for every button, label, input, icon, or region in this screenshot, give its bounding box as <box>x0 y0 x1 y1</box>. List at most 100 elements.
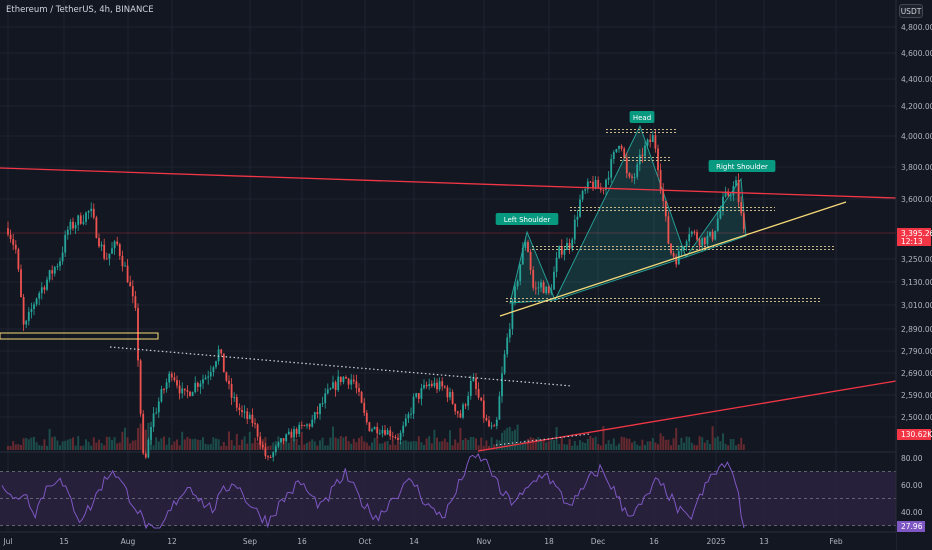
volume-bar <box>358 437 360 450</box>
volume-bar <box>542 438 545 450</box>
candle-body <box>464 404 467 406</box>
volume-bar <box>199 440 202 450</box>
price-tick-label: 3,010.00 <box>901 301 932 310</box>
candle-body <box>532 269 535 288</box>
dotted-trendline <box>109 346 573 387</box>
candle-body <box>337 376 340 391</box>
candle-body <box>646 139 649 146</box>
time-tick-label: 16 <box>649 537 659 546</box>
volume-bar <box>129 443 132 450</box>
volume-bar <box>293 438 295 450</box>
volume-bar <box>209 443 212 450</box>
candle-body <box>373 426 376 430</box>
volume-bar <box>506 427 509 450</box>
candle-body <box>355 381 358 389</box>
price-tick-label: 4,400.00 <box>901 75 932 84</box>
volume-bar <box>147 422 150 450</box>
candle-body <box>462 404 464 418</box>
volume-bar <box>633 441 636 450</box>
volume-bar <box>493 444 496 450</box>
candle-body <box>579 199 581 217</box>
candle-body <box>662 189 665 202</box>
volume-bar <box>659 433 662 450</box>
candle-body <box>59 261 61 267</box>
candle-body <box>506 337 509 355</box>
volume-bar <box>384 441 386 450</box>
volume-bar <box>646 441 649 450</box>
volume-bar <box>472 437 475 450</box>
candle-body <box>248 414 251 419</box>
candle-body <box>563 250 566 255</box>
candle-body <box>95 217 98 238</box>
candle-body <box>558 245 561 258</box>
volume-bar <box>592 438 594 450</box>
candle-body <box>615 148 618 153</box>
candle-body <box>644 145 646 157</box>
candle-body <box>690 231 693 235</box>
candle-body <box>654 135 657 149</box>
volume-bar <box>397 444 399 450</box>
candle-body <box>191 392 194 397</box>
candle-body <box>111 248 113 254</box>
symbol-title[interactable]: Ethereum / TetherUS, 4h, BINANCE <box>6 5 154 15</box>
volume-bar <box>183 439 186 450</box>
volume-bar <box>238 445 241 450</box>
candle-body <box>334 382 337 391</box>
candle-body <box>472 378 475 381</box>
volume-bar <box>347 441 350 450</box>
volume-bar <box>352 438 355 450</box>
candle-body <box>259 436 262 445</box>
chart-drawings[interactable]: Left Shoulder Head Right Shoulder <box>0 111 897 452</box>
volume-bar <box>579 440 581 450</box>
support-trendline <box>477 380 897 452</box>
candle-body <box>131 286 134 297</box>
currency-button[interactable]: USDT <box>899 4 923 18</box>
volume-bar <box>85 439 87 450</box>
candle-body <box>272 452 275 458</box>
candle-body <box>446 387 449 398</box>
volume-bar <box>480 437 483 450</box>
candle-body <box>69 221 72 230</box>
volume-bar <box>61 441 64 450</box>
candle-body <box>254 423 256 425</box>
volume-bar <box>706 440 709 450</box>
time-axis[interactable]: Jul 15 Aug 12 Sep 16 Oct 14 Nov 18 Dec 16 2025 13 Feb <box>0 531 896 550</box>
price-axis[interactable]: 4,800.00 4,600.00 4,400.00 4,200.00 4,000.00… <box>895 0 932 550</box>
volume-bar <box>391 441 394 450</box>
volume-bar <box>407 441 410 450</box>
candle-body <box>407 414 410 419</box>
candle-body <box>274 446 277 453</box>
volume-bar <box>212 437 215 450</box>
candle-body <box>163 389 165 391</box>
volume-bar <box>90 445 93 450</box>
candle-body <box>618 145 620 149</box>
volume-bar <box>100 443 103 450</box>
candle-body <box>625 157 628 174</box>
volume-bar <box>469 436 472 450</box>
volume-bar <box>51 437 54 450</box>
price-axis-bg <box>896 0 932 550</box>
candle-body <box>261 444 264 448</box>
candle-body <box>339 376 342 383</box>
candle-body <box>475 378 477 389</box>
volume-badge: 130.62K <box>897 429 932 440</box>
volume-bar <box>553 440 555 450</box>
volume-bar <box>342 437 345 450</box>
volume-bar <box>386 440 389 450</box>
time-tick-label: Jul <box>2 537 12 546</box>
volume-bar <box>532 438 535 450</box>
volume-bar <box>118 442 121 450</box>
candle-body <box>238 407 241 410</box>
candle-body <box>269 456 272 458</box>
volume-bar <box>415 441 418 450</box>
volume-bar <box>334 437 337 450</box>
candle-body <box>316 412 319 415</box>
candle-body <box>230 383 233 398</box>
volume-bar <box>64 440 67 450</box>
candle-body <box>33 304 35 310</box>
candle-body <box>9 234 12 240</box>
volume-bar <box>737 444 740 450</box>
volume-bar <box>254 437 256 450</box>
price-tick-label: 2,890.00 <box>901 325 932 334</box>
